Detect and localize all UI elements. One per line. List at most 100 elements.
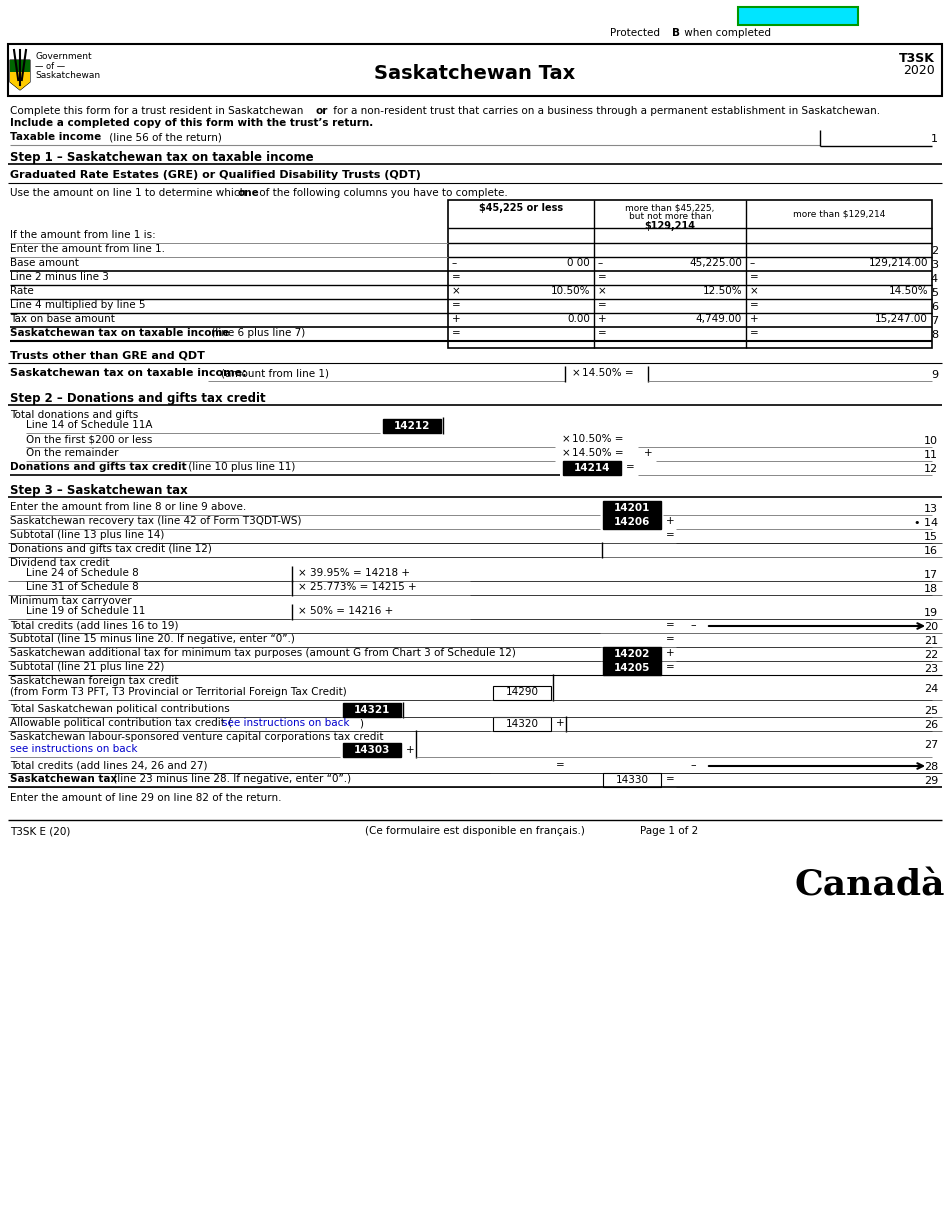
Text: –: – bbox=[750, 258, 755, 268]
Text: ×: × bbox=[298, 606, 307, 616]
Text: Protected: Protected bbox=[610, 28, 663, 38]
Bar bbox=[603, 515, 661, 529]
Text: ×: × bbox=[562, 434, 571, 444]
Text: +: + bbox=[452, 314, 461, 323]
Text: Saskatchewan tax on taxable income: Saskatchewan tax on taxable income bbox=[10, 328, 230, 338]
Text: Allowable political contribution tax credit (: Allowable political contribution tax cre… bbox=[10, 718, 232, 728]
Text: Donations and gifts tax credit: Donations and gifts tax credit bbox=[10, 462, 186, 472]
Text: ×: × bbox=[562, 448, 571, 458]
Text: Line 14 of Schedule 11A: Line 14 of Schedule 11A bbox=[26, 419, 153, 430]
Text: 23: 23 bbox=[923, 664, 938, 674]
Text: $129,214: $129,214 bbox=[644, 221, 695, 231]
Text: =: = bbox=[666, 662, 674, 672]
Text: B: B bbox=[672, 28, 680, 38]
Text: Clear Data: Clear Data bbox=[767, 9, 829, 18]
Text: 14303: 14303 bbox=[353, 745, 390, 755]
Text: Graduated Rate Estates (GRE) or Qualified Disability Trusts (QDT): Graduated Rate Estates (GRE) or Qualifie… bbox=[10, 170, 421, 180]
Text: Step 3 – Saskatchewan tax: Step 3 – Saskatchewan tax bbox=[10, 483, 188, 497]
Text: =: = bbox=[598, 300, 607, 310]
Text: 14321: 14321 bbox=[353, 705, 390, 715]
Text: Rate: Rate bbox=[10, 287, 34, 296]
Text: 3: 3 bbox=[931, 260, 938, 271]
Text: Saskatchewan additional tax for minimum tax purposes (amount G from Chart 3 of S: Saskatchewan additional tax for minimum … bbox=[10, 648, 516, 658]
Text: Saskatchewan labour-sponsored venture capital corporations tax credit: Saskatchewan labour-sponsored venture ca… bbox=[10, 732, 384, 742]
Text: Enter the amount from line 1.: Enter the amount from line 1. bbox=[10, 244, 165, 255]
Bar bbox=[738, 7, 858, 25]
Text: If the amount from line 1 is:: If the amount from line 1 is: bbox=[10, 230, 156, 240]
Text: ×: × bbox=[750, 287, 759, 296]
Text: 14.50%: 14.50% bbox=[888, 287, 928, 296]
Text: Tax on base amount: Tax on base amount bbox=[10, 314, 115, 323]
Text: Base amount: Base amount bbox=[10, 258, 79, 268]
Text: =: = bbox=[750, 328, 759, 338]
Text: Complete this form for a trust resident in Saskatchewan: Complete this form for a trust resident … bbox=[10, 106, 307, 116]
Text: ×: × bbox=[298, 582, 307, 592]
Text: but not more than: but not more than bbox=[629, 212, 712, 221]
Text: Enter the amount of line 29 on line 82 of the return.: Enter the amount of line 29 on line 82 o… bbox=[10, 793, 281, 803]
Text: Subtotal (line 13 plus line 14): Subtotal (line 13 plus line 14) bbox=[10, 530, 164, 540]
Text: (amount from line 1): (amount from line 1) bbox=[208, 368, 329, 378]
Text: 27: 27 bbox=[923, 740, 938, 750]
Text: =: = bbox=[750, 300, 759, 310]
Text: Include a completed copy of this form with the trust’s return.: Include a completed copy of this form wi… bbox=[10, 118, 373, 128]
Text: Minimum tax carryover: Minimum tax carryover bbox=[10, 597, 132, 606]
Text: 0.00: 0.00 bbox=[567, 314, 590, 323]
Text: 14290: 14290 bbox=[505, 688, 539, 697]
Text: Line 4 multiplied by line 5: Line 4 multiplied by line 5 bbox=[10, 300, 145, 310]
Text: Total credits (add lines 24, 26 and 27): Total credits (add lines 24, 26 and 27) bbox=[10, 760, 207, 770]
Text: 39.95% = 14218 +: 39.95% = 14218 + bbox=[310, 568, 410, 578]
Text: 14201: 14201 bbox=[614, 503, 650, 513]
Text: Saskatchewan recovery tax (line 42 of Form T3QDT-WS): Saskatchewan recovery tax (line 42 of Fo… bbox=[10, 517, 301, 526]
Text: =: = bbox=[452, 300, 461, 310]
Text: Saskatchewan tax: Saskatchewan tax bbox=[10, 774, 117, 784]
Bar bbox=[493, 717, 551, 731]
Text: =: = bbox=[666, 774, 674, 784]
Text: Line 19 of Schedule 11: Line 19 of Schedule 11 bbox=[26, 606, 145, 616]
Text: =: = bbox=[452, 272, 461, 282]
Text: =: = bbox=[666, 620, 674, 630]
Text: when completed: when completed bbox=[681, 28, 771, 38]
Text: 129,214.00: 129,214.00 bbox=[868, 258, 928, 268]
Text: Saskatchewan: Saskatchewan bbox=[35, 71, 100, 80]
Text: Step 1 – Saskatchewan tax on taxable income: Step 1 – Saskatchewan tax on taxable inc… bbox=[10, 151, 314, 164]
Text: 5: 5 bbox=[931, 288, 938, 298]
Text: Donations and gifts tax credit (line 12): Donations and gifts tax credit (line 12) bbox=[10, 544, 212, 554]
Text: Taxable income: Taxable income bbox=[10, 132, 102, 141]
Text: 4: 4 bbox=[931, 274, 938, 284]
Text: or: or bbox=[316, 106, 329, 116]
Text: ×: × bbox=[298, 568, 307, 578]
Text: 26: 26 bbox=[923, 720, 938, 729]
Text: — of —: — of — bbox=[35, 62, 66, 71]
Text: 12.50%: 12.50% bbox=[702, 287, 742, 296]
Text: Subtotal (line 21 plus line 22): Subtotal (line 21 plus line 22) bbox=[10, 662, 164, 672]
Text: 8: 8 bbox=[931, 330, 938, 339]
Text: 18: 18 bbox=[923, 584, 938, 594]
Bar bbox=[603, 647, 661, 661]
Text: Total Saskatchewan political contributions: Total Saskatchewan political contributio… bbox=[10, 704, 230, 713]
Text: (line 56 of the return): (line 56 of the return) bbox=[106, 132, 222, 141]
Text: (Ce formulaire est disponible en français.): (Ce formulaire est disponible en françai… bbox=[365, 827, 585, 836]
Bar bbox=[603, 501, 661, 515]
Text: Use the amount on line 1 to determine which: Use the amount on line 1 to determine wh… bbox=[10, 188, 250, 198]
Polygon shape bbox=[10, 73, 30, 90]
Text: –: – bbox=[452, 258, 457, 268]
Bar bbox=[343, 704, 401, 717]
Text: =: = bbox=[666, 530, 674, 540]
Text: 6: 6 bbox=[931, 303, 938, 312]
Text: Canadà: Canadà bbox=[795, 868, 945, 902]
Text: more than $45,225,: more than $45,225, bbox=[625, 203, 714, 212]
Text: On the remainder: On the remainder bbox=[26, 448, 119, 458]
Text: –: – bbox=[690, 620, 695, 630]
Text: 25: 25 bbox=[923, 706, 938, 716]
Text: 28: 28 bbox=[923, 763, 938, 772]
Text: Line 2 minus line 3: Line 2 minus line 3 bbox=[10, 272, 109, 282]
Text: Saskatchewan Tax: Saskatchewan Tax bbox=[374, 64, 576, 82]
Text: +: + bbox=[644, 448, 653, 458]
Text: Subtotal (line 15 minus line 20. If negative, enter “0”.): Subtotal (line 15 minus line 20. If nega… bbox=[10, 633, 294, 645]
Text: Trusts other than GRE and QDT: Trusts other than GRE and QDT bbox=[10, 351, 205, 360]
Text: +: + bbox=[598, 314, 607, 323]
Bar bbox=[343, 743, 401, 756]
Text: 15,247.00: 15,247.00 bbox=[875, 314, 928, 323]
Bar bbox=[603, 661, 661, 675]
Text: 9: 9 bbox=[931, 370, 938, 380]
